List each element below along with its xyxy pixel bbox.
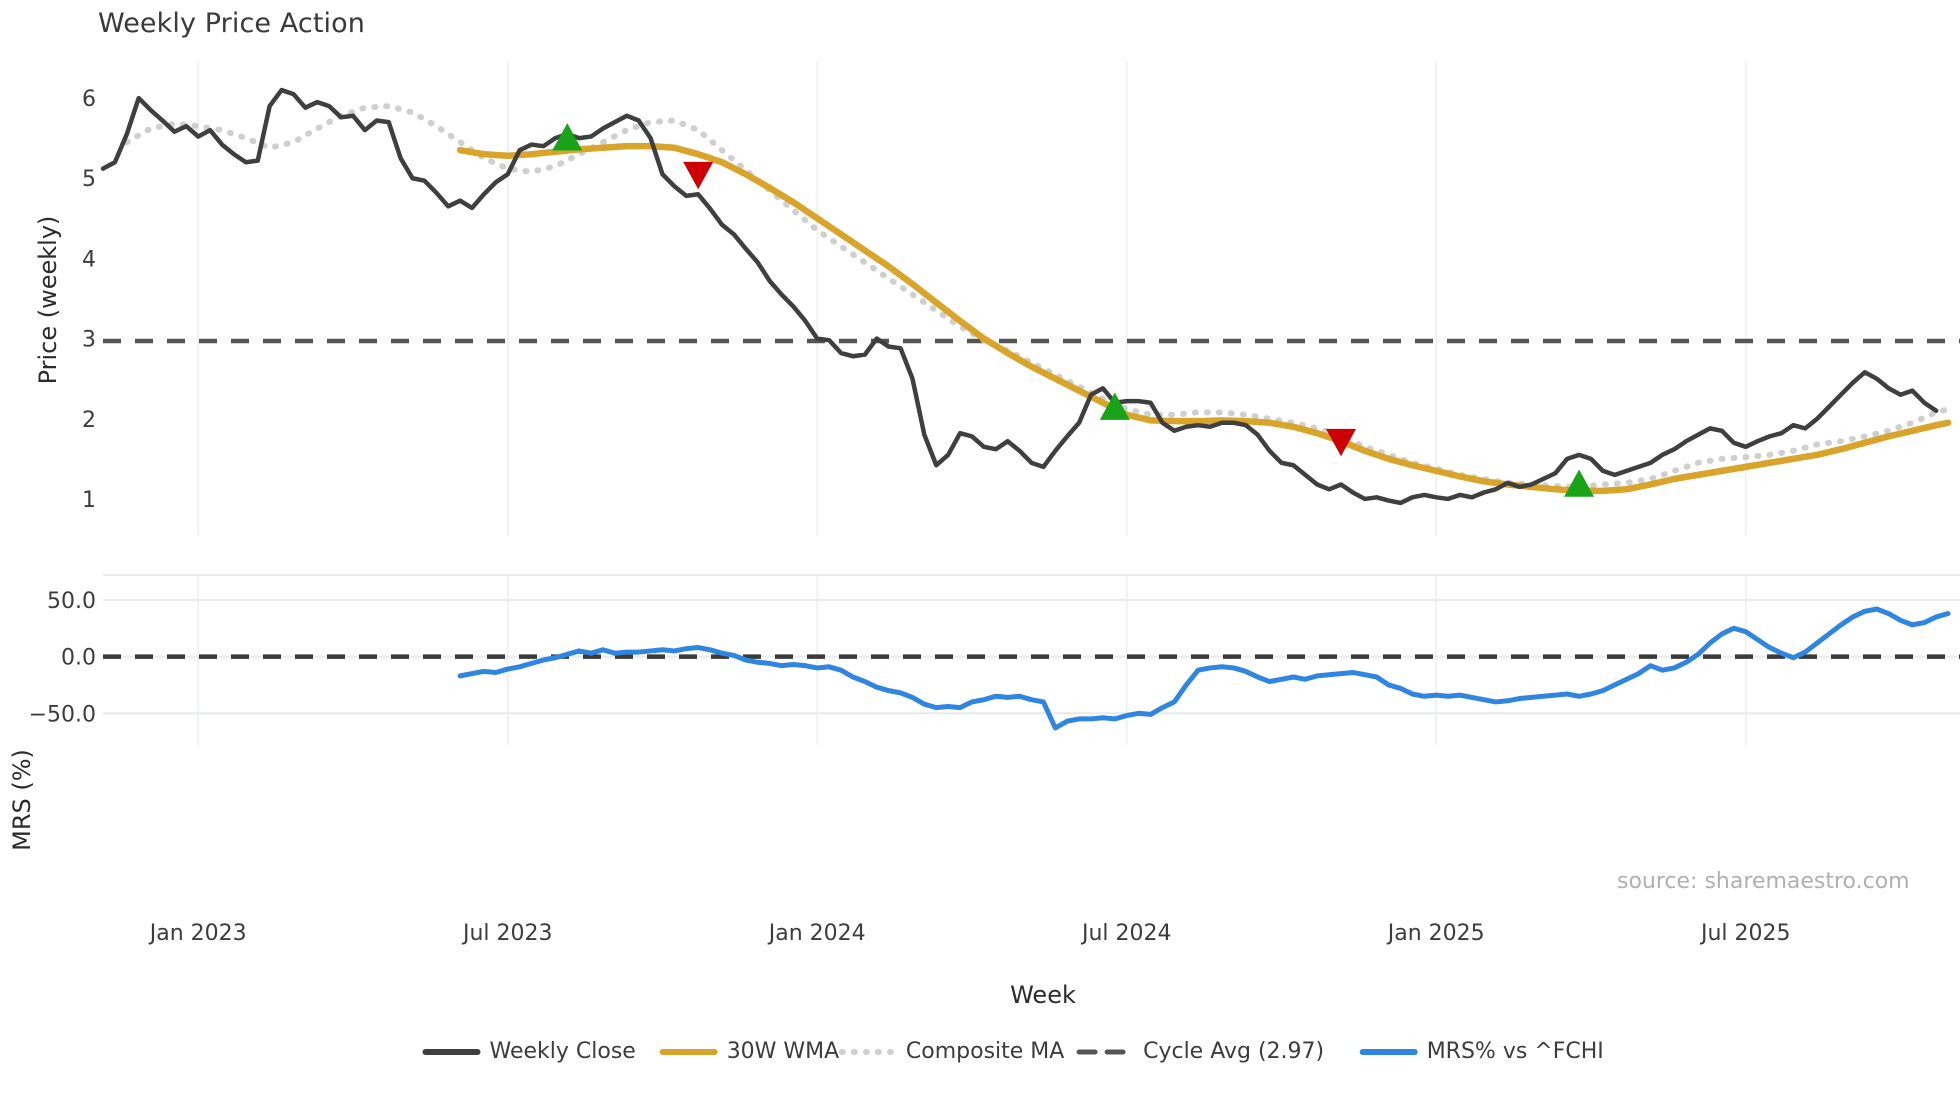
price-ytick: 4: [82, 247, 96, 272]
mrs-ytick-labels: 50.0 0.0 −50.0: [29, 589, 96, 727]
chart-legend: Weekly Close 30W WMA Composite MA Cycle Avg…: [422, 1039, 1604, 1064]
legend-cycle-avg[interactable]: Cycle Avg (2.97): [1076, 1039, 1324, 1064]
price-gridlines: [197, 62, 1747, 535]
series-mrs-pct: [457, 606, 1951, 731]
x-axis-label: Week: [1010, 981, 1076, 1009]
legend-composite-ma[interactable]: Composite MA: [838, 1039, 1064, 1064]
legend-label: Cycle Avg (2.97): [1143, 1039, 1324, 1064]
mrs-series-group: [103, 606, 1960, 731]
chart-title: Weekly Price Action: [98, 8, 365, 39]
price-y-axis-label: Price (weekly): [34, 216, 62, 385]
legend-30w-wma[interactable]: 30W WMA: [659, 1039, 840, 1064]
xtick: Jan 2025: [1386, 921, 1485, 946]
legend-mrs[interactable]: MRS% vs ^FCHI: [1359, 1039, 1604, 1064]
price-ytick: 6: [82, 87, 96, 112]
price-ytick: 5: [82, 167, 96, 192]
series-30w-wma: [456, 142, 1952, 495]
price-ytick: 1: [82, 488, 96, 513]
price-series-group: [100, 87, 1960, 506]
xtick: Jul 2024: [1080, 921, 1172, 946]
source-watermark: source: sharemaestro.com: [1617, 869, 1910, 894]
price-ytick: 3: [82, 328, 96, 353]
sell-marker-1[interactable]: [683, 161, 714, 190]
mrs-gridlines: [103, 574, 1960, 745]
mrs-ytick: −50.0: [29, 702, 96, 727]
xtick: Jan 2023: [148, 921, 247, 946]
buy-marker-2[interactable]: [1099, 392, 1130, 420]
buy-marker-3[interactable]: [1564, 469, 1595, 497]
xtick: Jul 2025: [1699, 921, 1791, 946]
series-composite-ma: [123, 103, 1952, 490]
mrs-ytick: 0.0: [61, 646, 96, 671]
series-weekly-close: [100, 87, 1939, 506]
legend-weekly-close[interactable]: Weekly Close: [422, 1039, 636, 1064]
buy-marker-1[interactable]: [552, 123, 583, 151]
xtick-labels: Jan 2023 Jul 2023 Jan 2024 Jul 2024 Jan 2025…: [148, 921, 1791, 946]
price-ytick-labels: 1 2 3 4 5 6: [82, 87, 96, 513]
mrs-y-axis-label: MRS (%): [8, 749, 36, 851]
signal-markers-group: [552, 123, 1595, 497]
mrs-ytick: 50.0: [47, 589, 96, 614]
legend-label: Composite MA: [906, 1039, 1064, 1064]
legend-label: 30W WMA: [727, 1039, 840, 1064]
legend-label: Weekly Close: [490, 1039, 636, 1064]
price-ytick: 2: [82, 408, 96, 433]
xtick: Jul 2023: [461, 921, 553, 946]
sell-marker-2[interactable]: [1326, 428, 1356, 457]
xtick: Jan 2024: [767, 921, 866, 946]
legend-label: MRS% vs ^FCHI: [1427, 1039, 1604, 1064]
